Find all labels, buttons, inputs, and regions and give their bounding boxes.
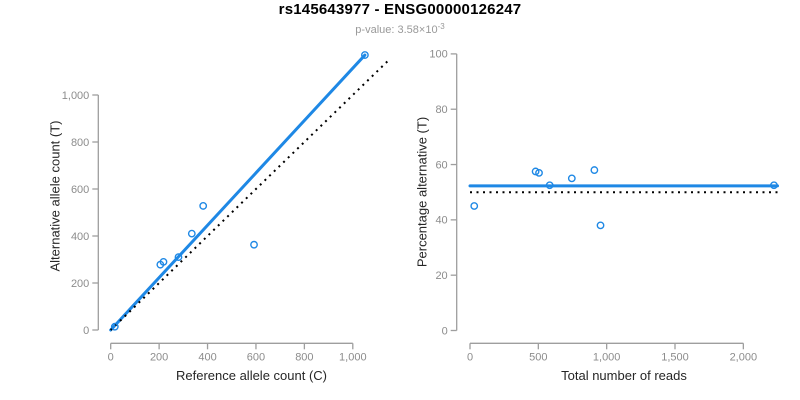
p-value-exponent: -3: [437, 22, 445, 31]
regression-line: [109, 53, 367, 332]
x-axis-title-left: Reference allele count (C): [175, 368, 328, 383]
y-tick-label: 0: [83, 325, 89, 337]
y-axis-title-right: Percentage alternative (T): [414, 116, 430, 268]
data-point: [187, 229, 196, 238]
data-point: [174, 253, 183, 262]
x-tick-label: 1,500: [661, 351, 689, 363]
y-tick-label: 0: [442, 325, 448, 337]
y-tick-label: 800: [71, 137, 89, 149]
x-axis-title-right: Total number of reads: [561, 368, 687, 383]
data-point: [470, 202, 479, 210]
x-tick-label: 2,000: [730, 351, 758, 363]
data-point: [361, 51, 369, 59]
p-value-text: p-value: 3.58×10: [355, 24, 438, 36]
x-tick-label: 1,000: [339, 351, 367, 363]
y-tick-label: 1,000: [62, 90, 90, 102]
x-tick-label: 500: [529, 351, 547, 363]
y-tick-label: 100: [429, 49, 447, 61]
y-tick-label: 600: [71, 184, 89, 196]
data-point: [535, 168, 543, 177]
plot-title: rs145643977 - ENSG00000126247: [278, 1, 522, 18]
data-point: [567, 174, 576, 183]
allele-count-scatter-plot: 0 200 400 600 800 1,000 0 200 400 600 800 1,000: [62, 51, 390, 363]
y-tick-label: 20: [435, 270, 447, 282]
data-point: [770, 181, 778, 190]
data-point: [110, 322, 119, 331]
x-tick-label: 400: [198, 351, 216, 363]
x-tick-label: 0: [108, 351, 114, 363]
y-tick-label: 200: [71, 278, 89, 290]
x-tick-label: 1,000: [593, 351, 621, 363]
data-point: [596, 221, 605, 230]
y-tick-label: 40: [435, 215, 447, 227]
identity-line: [110, 59, 390, 331]
x-tick-label: 200: [150, 351, 168, 363]
data-point: [159, 257, 168, 266]
y-tick-label: 400: [71, 231, 89, 243]
data-point: [250, 240, 258, 249]
y-axis-title-left: Alternative allele count (T): [47, 120, 63, 272]
x-tick-label: 800: [295, 351, 313, 363]
x-tick-label: 0: [467, 351, 473, 363]
data-point: [545, 181, 554, 190]
y-tick-label: 60: [435, 159, 447, 171]
percentage-scatter-plot: 0 20 40 60 80 100 0 500 1,000 1,500 2,000: [429, 49, 780, 363]
y-tick-label: 80: [435, 104, 447, 116]
plot-subtitle: p-value: 3.58×10-3: [0, 22, 800, 36]
data-point: [590, 166, 599, 174]
x-tick-label: 600: [247, 351, 265, 363]
data-point: [199, 202, 208, 210]
